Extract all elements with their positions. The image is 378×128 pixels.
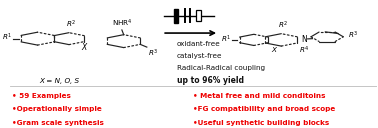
Text: •Gram scale synthesis: •Gram scale synthesis: [12, 120, 104, 126]
Text: • Metal free and mild conditoins: • Metal free and mild conditoins: [194, 93, 326, 99]
Text: Radical-Radical coupling: Radical-Radical coupling: [177, 65, 265, 71]
Text: $\mathit{R}^1$: $\mathit{R}^1$: [2, 32, 12, 43]
Text: NHR$^4$: NHR$^4$: [112, 18, 132, 29]
Text: $\mathit{R}^1$: $\mathit{R}^1$: [221, 34, 231, 45]
Text: X = N, O, S: X = N, O, S: [40, 78, 80, 84]
Text: • 59 Examples: • 59 Examples: [12, 93, 71, 99]
Text: $\mathit{R}^3$: $\mathit{R}^3$: [148, 47, 158, 59]
Bar: [174, 9, 178, 23]
Text: X: X: [271, 47, 276, 53]
Text: N: N: [301, 35, 307, 44]
Text: X: X: [81, 43, 87, 52]
Text: $\mathit{R}^2$: $\mathit{R}^2$: [66, 18, 76, 30]
Bar: [196, 10, 201, 21]
Text: •Useful synthetic building blocks: •Useful synthetic building blocks: [194, 120, 330, 126]
Text: $\mathit{R}^2$: $\mathit{R}^2$: [278, 19, 288, 31]
Text: $\mathit{R}^4$: $\mathit{R}^4$: [299, 45, 309, 56]
Text: catalyst-free: catalyst-free: [177, 53, 222, 59]
Text: up to 96% yield: up to 96% yield: [177, 76, 244, 85]
Text: •FG compatibility and broad scope: •FG compatibility and broad scope: [194, 106, 336, 112]
Text: oxidant-free: oxidant-free: [177, 41, 221, 47]
Text: •Operationally simple: •Operationally simple: [12, 106, 102, 112]
Text: $\mathit{R}^3$: $\mathit{R}^3$: [348, 30, 358, 41]
